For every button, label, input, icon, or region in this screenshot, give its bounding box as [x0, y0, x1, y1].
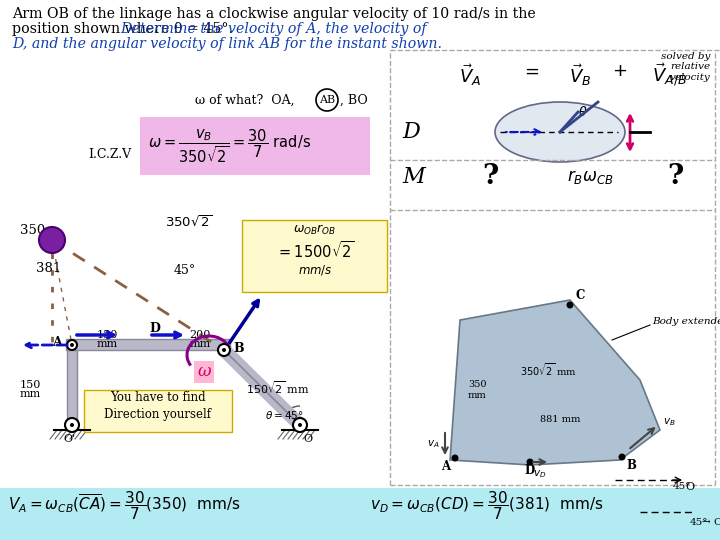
Text: → O: → O [702, 518, 720, 527]
Circle shape [67, 340, 77, 350]
Text: , BO: , BO [340, 93, 368, 106]
Text: 45°: 45° [690, 518, 708, 527]
Circle shape [567, 301, 574, 308]
Text: 381: 381 [36, 261, 61, 274]
Circle shape [298, 423, 302, 427]
Circle shape [218, 344, 230, 356]
Circle shape [618, 454, 626, 461]
Bar [140, 117, 370, 175]
Text: $150\sqrt{2}$ mm: $150\sqrt{2}$ mm [246, 380, 310, 396]
Text: C: C [575, 289, 585, 302]
Text: $v_D$: $v_D$ [534, 468, 546, 480]
Text: ω: ω [197, 363, 211, 381]
Text: 350
mm: 350 mm [468, 380, 487, 400]
Text: 45°: 45° [673, 482, 691, 491]
Text: 45°: 45° [174, 264, 197, 276]
Circle shape [39, 227, 65, 253]
Text: O: O [685, 482, 694, 492]
Text: solved by
relative
velocity: solved by relative velocity [661, 52, 710, 82]
Text: $v_D = \omega_{CB}(CD) = \dfrac{30}{7}(381)\ \ \mathrm{mm/s}$: $v_D = \omega_{CB}(CD) = \dfrac{30}{7}(3… [370, 490, 603, 522]
Text: $350\sqrt{2}$ mm: $350\sqrt{2}$ mm [520, 362, 577, 379]
Text: B: B [626, 459, 636, 472]
Bar [242, 220, 387, 292]
Text: $\vec{V}_B$: $\vec{V}_B$ [569, 62, 591, 88]
Text: $\theta = 45°$: $\theta = 45°$ [265, 409, 304, 421]
Text: $350\sqrt{2}$: $350\sqrt{2}$ [165, 214, 212, 230]
Text: AB: AB [319, 95, 335, 105]
Bar [84, 390, 232, 432]
Circle shape [70, 343, 74, 347]
Text: M: M [402, 166, 425, 188]
Text: ω of what?  OA,: ω of what? OA, [195, 93, 294, 106]
Text: $mm/s$: $mm/s$ [297, 263, 333, 277]
Text: Arm OB of the linkage has a clockwise angular velocity of 10 rad/s in the: Arm OB of the linkage has a clockwise an… [12, 7, 536, 21]
Text: $v_A$: $v_A$ [428, 438, 440, 450]
Circle shape [526, 458, 534, 465]
Text: 881 mm: 881 mm [540, 415, 580, 424]
Text: A: A [53, 336, 62, 349]
Text: $+$: $+$ [613, 62, 628, 80]
Text: $\theta$: $\theta$ [578, 105, 588, 119]
Text: O: O [303, 434, 312, 444]
Text: 150: 150 [96, 330, 117, 340]
Text: 150: 150 [19, 380, 41, 390]
Text: ?: ? [667, 164, 683, 191]
Text: mm: mm [19, 389, 40, 399]
Bar [0, 488, 720, 540]
Bar [66, 339, 230, 350]
Text: A: A [441, 460, 450, 473]
Text: $=$: $=$ [521, 62, 539, 80]
Circle shape [222, 348, 226, 352]
Text: O': O' [63, 434, 75, 444]
Polygon shape [450, 300, 660, 465]
Text: 200: 200 [189, 330, 211, 340]
Text: D, and the angular velocity of link AB for the instant shown.: D, and the angular velocity of link AB f… [12, 37, 442, 51]
Text: $\omega = \dfrac{v_B}{350\sqrt{2}} = \dfrac{30}{7}\ \mathrm{rad/s}$: $\omega = \dfrac{v_B}{350\sqrt{2}} = \df… [148, 127, 311, 165]
Text: B: B [233, 341, 243, 354]
Text: You have to find
Direction yourself: You have to find Direction yourself [104, 391, 212, 421]
Text: $r_B\omega_{CB}$: $r_B\omega_{CB}$ [567, 168, 613, 186]
Text: D: D [402, 121, 420, 143]
Text: mm: mm [96, 339, 117, 349]
Text: $V_A = \omega_{CB}(\overline{CA}) = \dfrac{30}{7}(350)\ \ \mathrm{mm/s}$: $V_A = \omega_{CB}(\overline{CA}) = \dfr… [8, 490, 241, 522]
Text: I.C.Z.V: I.C.Z.V [88, 148, 131, 161]
Text: $\omega_{OB}r_{OB}$: $\omega_{OB}r_{OB}$ [293, 223, 337, 237]
Circle shape [65, 418, 79, 432]
Text: Body extended: Body extended [652, 318, 720, 327]
Text: D: D [525, 464, 535, 477]
Text: $v_B$: $v_B$ [663, 416, 675, 428]
Circle shape [293, 418, 307, 432]
Text: 350: 350 [20, 224, 45, 237]
Text: position shown where θ = 45°.: position shown where θ = 45°. [12, 22, 238, 36]
Text: D: D [149, 322, 160, 335]
Ellipse shape [495, 102, 625, 162]
Text: $= 1500\sqrt{2}$: $= 1500\sqrt{2}$ [276, 240, 354, 260]
Text: ?: ? [482, 164, 498, 191]
Text: $\vec{V}_{A/B}$: $\vec{V}_{A/B}$ [652, 62, 688, 90]
Circle shape [70, 423, 74, 427]
Text: mm: mm [189, 339, 211, 349]
Circle shape [451, 455, 459, 462]
Bar [67, 345, 77, 425]
Text: Determine the velocity of A, the velocity of: Determine the velocity of A, the velocit… [120, 22, 427, 36]
Text: $\vec{V}_A$: $\vec{V}_A$ [459, 62, 481, 88]
